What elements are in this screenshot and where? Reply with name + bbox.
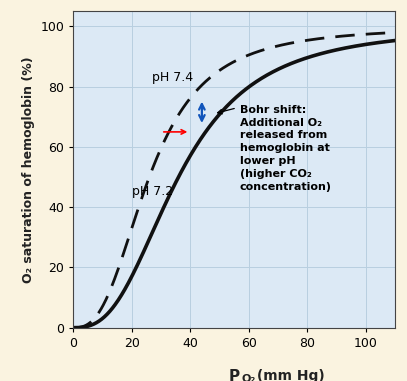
Text: pH 7.2: pH 7.2 (132, 185, 173, 198)
Text: Bohr shift:
Additional O₂
released from
hemoglobin at
lower pH
(higher CO₂
conce: Bohr shift: Additional O₂ released from … (240, 105, 332, 192)
Text: P: P (228, 369, 240, 381)
Text: (mm Hg): (mm Hg) (252, 369, 324, 381)
Text: O₂: O₂ (241, 373, 255, 381)
Text: pH 7.4: pH 7.4 (152, 71, 193, 84)
Y-axis label: O₂ saturation of hemoglobin (%): O₂ saturation of hemoglobin (%) (22, 56, 35, 283)
